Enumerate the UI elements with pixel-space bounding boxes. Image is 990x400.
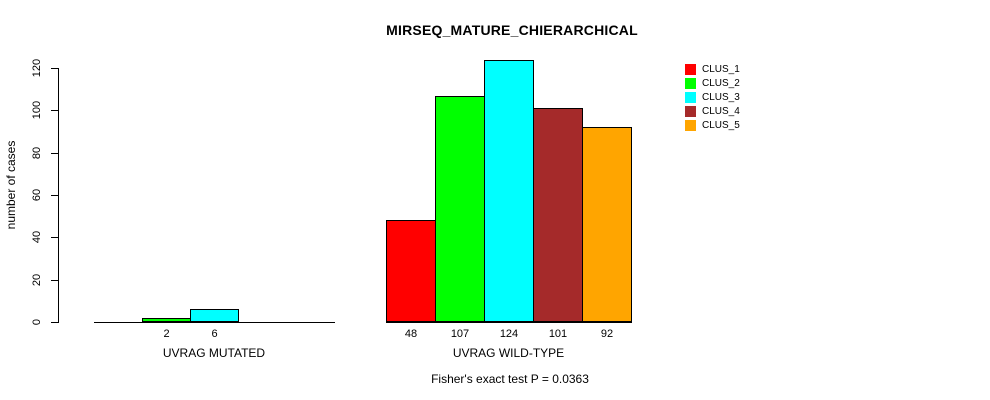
y-tick-label: 60: [31, 188, 43, 202]
y-tick: [51, 280, 58, 281]
y-tick: [51, 237, 58, 238]
y-tick-label: 120: [31, 58, 43, 78]
fisher-test-footnote: Fisher's exact test P = 0.0363: [431, 372, 589, 386]
y-tick: [51, 195, 58, 196]
y-tick-label: 100: [31, 100, 43, 120]
bar-value-label: 107: [450, 328, 470, 340]
bar-clus_1: [386, 220, 436, 322]
y-axis-line: [58, 68, 59, 323]
bar-clus_2: [142, 318, 191, 322]
y-tick-label: 0: [31, 318, 43, 326]
bar-value-label: 2: [163, 328, 170, 340]
bar-clus_4: [533, 108, 583, 322]
group-label-uvrag-wild-type: UVRAG WILD-TYPE: [452, 346, 565, 360]
bar-clus_3: [190, 309, 239, 322]
legend-swatch-clus_1: [685, 64, 696, 75]
bar-value-label: 124: [499, 328, 519, 340]
chart-title: MIRSEQ_MATURE_CHIERARCHICAL: [386, 22, 638, 38]
group-label-uvrag-mutated: UVRAG MUTATED: [162, 346, 266, 360]
legend-label-clus_4: CLUS_4: [702, 106, 740, 117]
legend-swatch-clus_3: [685, 92, 696, 103]
y-tick-label: 20: [31, 273, 43, 287]
legend-swatch-clus_4: [685, 106, 696, 117]
bar-clus_5: [582, 127, 632, 322]
y-tick-label: 40: [31, 230, 43, 244]
bar-clus_3: [484, 60, 534, 322]
y-tick: [51, 322, 58, 323]
x-baseline: [386, 322, 632, 323]
legend-swatch-clus_5: [685, 120, 696, 131]
bar-value-label: 92: [600, 328, 614, 340]
bar-clus_2: [435, 96, 485, 322]
bar-value-label: 101: [548, 328, 568, 340]
y-tick-label: 80: [31, 146, 43, 160]
legend-label-clus_2: CLUS_2: [702, 78, 740, 89]
legend-swatch-clus_2: [685, 78, 696, 89]
legend-label-clus_3: CLUS_3: [702, 92, 740, 103]
y-tick: [51, 110, 58, 111]
x-baseline: [94, 322, 335, 323]
legend-label-clus_5: CLUS_5: [702, 120, 740, 131]
y-tick: [51, 68, 58, 69]
bar-value-label: 6: [211, 328, 218, 340]
bar-value-label: 48: [404, 328, 418, 340]
legend-label-clus_1: CLUS_1: [702, 64, 740, 75]
y-tick: [51, 153, 58, 154]
